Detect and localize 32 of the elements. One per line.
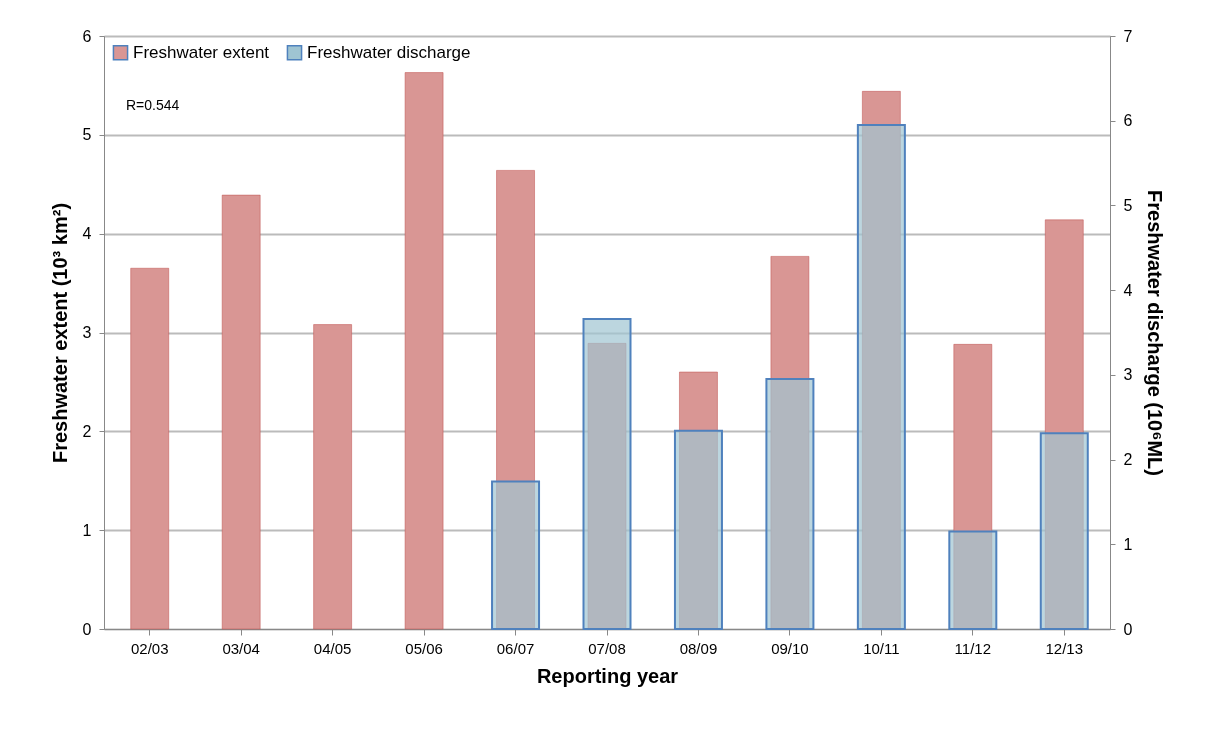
y2-tick-label: 6 <box>1123 112 1133 130</box>
y2-tick-label: 7 <box>1123 27 1133 45</box>
x-tick-label: 04/05 <box>313 639 352 657</box>
annotation: R=0.544 <box>126 97 180 113</box>
legend-label: Freshwater discharge <box>307 42 471 62</box>
x-tick-label: 03/04 <box>222 639 260 657</box>
x-tick-label: 07/08 <box>588 639 626 657</box>
y-tick-label: 5 <box>82 126 92 144</box>
y-tick-label: 1 <box>82 521 92 539</box>
x-tick-label: 10/11 <box>863 639 900 657</box>
y-axis-title: Freshwater extent (10³ km²) <box>48 202 71 464</box>
y-tick-label: 6 <box>82 27 92 45</box>
y2-tick-label: 0 <box>1123 620 1133 638</box>
y2-tick-label: 5 <box>1123 196 1133 214</box>
y2-tick-label: 3 <box>1123 366 1133 384</box>
y2-tick-label: 2 <box>1123 451 1133 469</box>
y-tick-label: 4 <box>82 225 92 243</box>
x-tick-label: 02/03 <box>130 639 169 657</box>
y-tick-label: 2 <box>82 422 92 440</box>
x-tick-label: 05/06 <box>405 639 443 657</box>
x-tick-label: 11/12 <box>954 639 992 657</box>
x-tick-label: 09/10 <box>771 639 809 657</box>
x-tick-label: 06/07 <box>496 639 535 657</box>
y-tick-label: 0 <box>82 620 92 638</box>
y-tick-label: 3 <box>82 324 92 341</box>
y2-axis-title: Freshwater discharge (10⁶ML) <box>1144 190 1167 476</box>
legend-label: Freshwater extent <box>133 42 270 62</box>
y2-tick-label: 1 <box>1123 535 1133 553</box>
x-tick-label: 12/13 <box>1045 639 1084 657</box>
x-tick-label: 08/09 <box>679 639 718 657</box>
x-axis-title: Reporting year <box>536 664 679 687</box>
y2-tick-label: 4 <box>1123 281 1133 299</box>
